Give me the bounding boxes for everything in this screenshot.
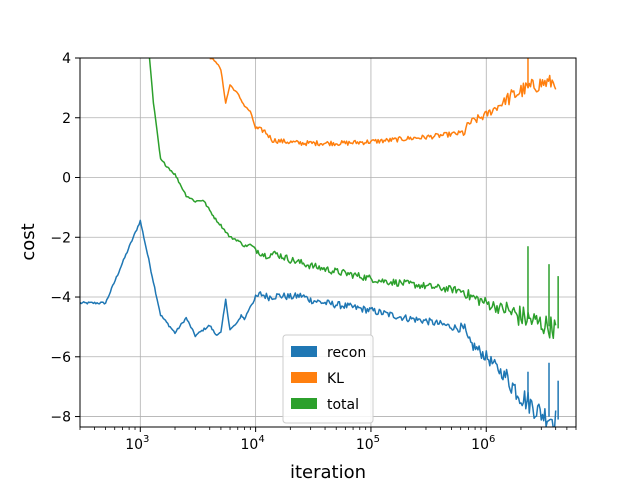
series-line-KL bbox=[209, 58, 557, 147]
x-tick-label: 105 bbox=[356, 434, 380, 453]
y-tick-label: −8 bbox=[50, 410, 71, 426]
plot-frame bbox=[79, 57, 577, 428]
legend-swatch-recon bbox=[291, 346, 317, 357]
legend-label-total: total bbox=[327, 397, 359, 413]
y-tick-label: 2 bbox=[62, 111, 71, 127]
legend-swatch-total bbox=[291, 398, 317, 409]
series-line-total bbox=[148, 58, 557, 340]
x-tick-label: 104 bbox=[241, 434, 265, 453]
y-tick-label: 0 bbox=[62, 171, 71, 187]
series-layer bbox=[80, 58, 559, 427]
y-tick-label: −6 bbox=[50, 350, 71, 366]
y-tick-label: 4 bbox=[62, 51, 71, 67]
y-tick-label: −4 bbox=[50, 290, 71, 306]
x-tick-label: 106 bbox=[471, 434, 495, 453]
y-axis-title: cost bbox=[18, 223, 39, 260]
ticks: 103 104 105 106 4 2 0 −2 −4 −6 −8 bbox=[50, 51, 577, 453]
legend-label-KL: KL bbox=[327, 371, 344, 387]
x-tick-label: 103 bbox=[125, 434, 149, 453]
legend-swatch-KL bbox=[291, 372, 317, 383]
x-axis-title: iteration bbox=[290, 462, 366, 480]
legend: recon KL total bbox=[282, 334, 374, 424]
series-line-recon bbox=[80, 219, 557, 427]
legend-label-recon: recon bbox=[327, 345, 366, 361]
y-tick-label: −2 bbox=[50, 230, 71, 246]
